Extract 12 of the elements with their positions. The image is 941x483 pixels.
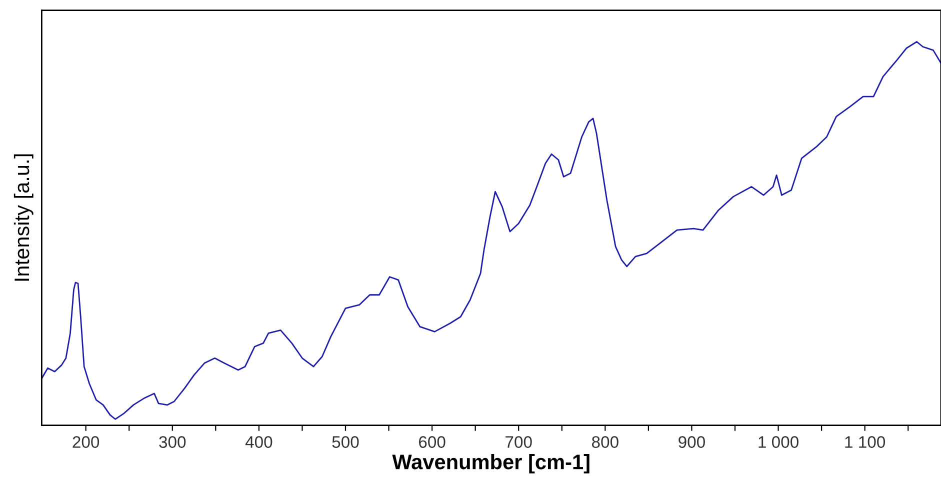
x-tick-label: 200 — [72, 436, 100, 448]
x-tick-label: 400 — [245, 436, 272, 448]
x-tick-label: 600 — [418, 436, 446, 448]
x-tick-label: 1 100 — [845, 436, 886, 448]
x-tick-label: 900 — [678, 436, 705, 448]
x-tick-label: 500 — [332, 436, 359, 448]
y-axis-title: Intensity [a.u.] — [14, 154, 34, 281]
x-axis-title: Wavenumber [cm-1] — [392, 454, 590, 474]
x-tick-label: 700 — [506, 436, 532, 448]
x-tick-label: 1 000 — [758, 436, 798, 448]
x-tick-label: 800 — [592, 436, 618, 448]
x-tick-label: 300 — [159, 436, 186, 448]
